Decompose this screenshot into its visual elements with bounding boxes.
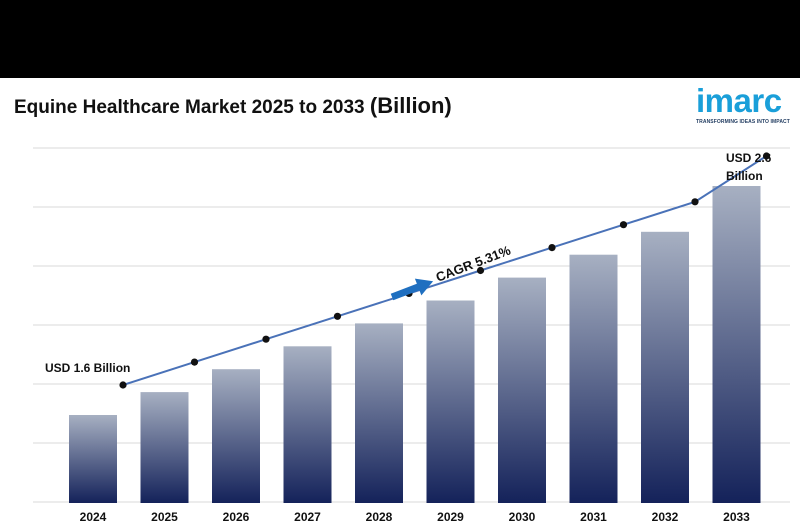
x-tick-2029: 2029 [437, 510, 464, 524]
trend-point-2033 [762, 152, 771, 160]
x-tick-2033: 2033 [723, 510, 750, 524]
start-value-label: USD 1.6 Billion [45, 361, 130, 375]
x-tick-2027: 2027 [294, 510, 321, 524]
x-tick-2024: 2024 [80, 510, 107, 524]
bar-2026 [212, 369, 260, 503]
logo-tagline: TRANSFORMING IDEAS INTO IMPACT [696, 119, 790, 125]
bar-2029 [426, 300, 475, 503]
bar-2024 [69, 415, 117, 503]
end-value-label-line2: Billion [726, 169, 763, 183]
bar-2031 [569, 254, 618, 503]
trend-point-2032 [691, 198, 699, 206]
trend-point-2026 [262, 335, 270, 343]
x-tick-2032: 2032 [652, 510, 679, 524]
x-tick-2030: 2030 [509, 510, 536, 524]
bar-2032 [641, 231, 689, 504]
bars [69, 186, 761, 504]
trend-line [119, 152, 771, 389]
bar-2025 [140, 392, 189, 503]
bar-2028 [355, 323, 403, 503]
x-tick-2025: 2025 [151, 510, 178, 524]
x-tick-2028: 2028 [366, 510, 393, 524]
trend-point-2024 [119, 381, 127, 389]
bar-2027 [283, 346, 332, 503]
bar-2033 [712, 186, 761, 503]
bar-2030 [498, 277, 546, 503]
trend-point-2027 [333, 312, 342, 320]
imarc-logo: imarc TRANSFORMING IDEAS INTO IMPACT [690, 82, 790, 126]
trend-line-path [122, 155, 768, 386]
trend-point-2025 [190, 358, 199, 366]
logo-word: imarc [696, 82, 782, 119]
chart-title: Equine Healthcare Market 2025 to 2033 (B… [14, 93, 452, 119]
cagr-arrow-icon [390, 278, 434, 301]
trend-point-2030 [548, 244, 556, 252]
trend-point-2031 [619, 221, 628, 229]
trend-point-2029 [476, 266, 485, 275]
x-tick-2026: 2026 [223, 510, 250, 524]
x-tick-2031: 2031 [580, 510, 607, 524]
x-axis-ticks: 2024 2025 2026 2027 2028 2029 2030 2031 2032 2033 [80, 510, 751, 524]
top-banner [0, 0, 800, 78]
chart-title-unit: (Billion) [369, 93, 452, 118]
chart-title-text: Equine Healthcare Market 2025 to 2033 [14, 97, 370, 118]
end-value-label-line1: USD 2.6 [726, 151, 772, 165]
